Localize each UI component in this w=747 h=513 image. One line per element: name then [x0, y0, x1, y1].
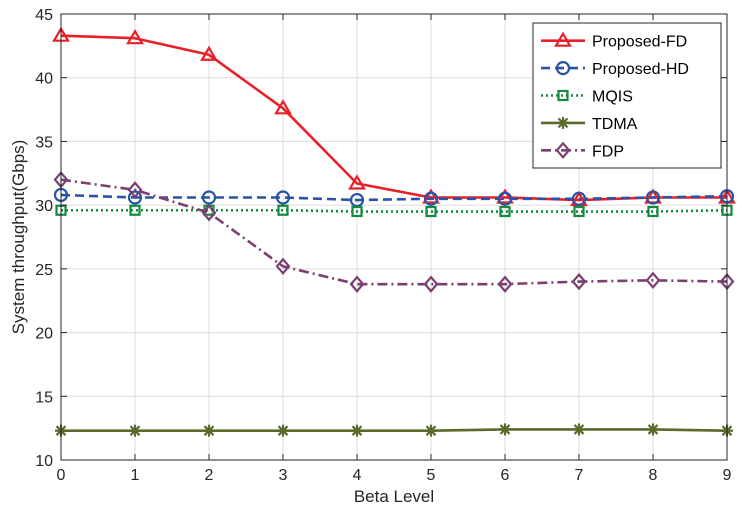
y-tick-label: 25 — [35, 262, 53, 279]
x-tick-label: 2 — [205, 467, 214, 484]
point-tdma — [351, 424, 363, 437]
x-tick-label: 4 — [353, 467, 362, 484]
point-fdp — [423, 275, 439, 293]
y-tick-label: 30 — [35, 198, 53, 215]
point-mqis — [425, 205, 437, 218]
series-line-tdma — [61, 428, 728, 432]
y-axis-ticks: 10 15 20 25 30 35 40 45 — [35, 7, 727, 470]
x-tick-label: 3 — [279, 467, 288, 484]
series-line-proposed-fd — [60, 34, 727, 202]
point-proposed-fd — [126, 29, 144, 45]
x-tick-label: 1 — [131, 467, 140, 484]
point-mqis — [499, 205, 511, 218]
point-mqis — [647, 205, 659, 218]
point-fdp — [201, 204, 217, 222]
point-mqis — [351, 205, 363, 218]
x-tick-label: 0 — [57, 467, 66, 484]
legend-label-mqis: MQIS — [592, 89, 633, 106]
point-mqis — [277, 204, 289, 216]
legend-label-tdma: TDMA — [592, 116, 638, 133]
x-axis-label: Beta Level — [354, 487, 434, 506]
x-tick-label: 7 — [575, 467, 584, 484]
legend-label-proposed-hd: Proposed-HD — [592, 61, 689, 78]
legend-marker-mqis — [557, 89, 569, 102]
point-proposed-fd — [200, 45, 218, 61]
point-proposed-hd — [645, 190, 661, 205]
y-tick-label: 20 — [35, 326, 53, 343]
point-tdma — [203, 424, 215, 437]
point-fdp — [645, 271, 661, 290]
y-tick-label: 40 — [35, 71, 53, 88]
y-tick-label: 35 — [35, 134, 53, 151]
point-mqis — [573, 205, 585, 218]
legend-label-fdp: FDP — [592, 143, 624, 160]
legend-marker-proposed-fd — [554, 31, 572, 47]
y-tick-label: 15 — [35, 389, 53, 406]
point-proposed-hd — [201, 190, 217, 205]
point-fdp — [275, 257, 291, 275]
legend-marker-tdma — [557, 116, 569, 129]
x-tick-label: 5 — [427, 467, 436, 484]
point-proposed-hd — [127, 190, 143, 205]
legend-marker-proposed-hd — [555, 60, 571, 76]
point-tdma — [647, 423, 659, 436]
point-tdma — [425, 424, 437, 437]
x-axis-ticks: 0 1 2 3 4 5 6 7 8 9 — [57, 14, 732, 484]
point-fdp — [571, 272, 587, 291]
point-fdp — [349, 275, 365, 293]
x-tick-label: 8 — [649, 467, 658, 484]
series-line-mqis — [61, 208, 728, 213]
point-proposed-hd — [497, 191, 513, 206]
x-tick-label: 9 — [723, 467, 732, 484]
legend-marker-fdp — [555, 141, 571, 159]
series-lines — [60, 34, 728, 432]
point-proposed-fd — [348, 174, 366, 190]
y-tick-label: 10 — [35, 453, 53, 470]
y-axis-label: System throughput(Gbps) — [9, 140, 28, 335]
point-fdp — [127, 181, 143, 199]
point-proposed-fd — [496, 188, 514, 204]
point-fdp — [497, 275, 513, 293]
point-proposed-hd — [571, 191, 587, 206]
point-proposed-fd — [422, 188, 440, 204]
point-tdma — [277, 424, 289, 437]
point-mqis — [129, 204, 141, 216]
point-proposed-hd — [423, 191, 439, 206]
plot-frame — [60, 13, 728, 461]
y-tick-label: 45 — [35, 7, 53, 24]
point-tdma — [573, 423, 585, 436]
point-tdma — [499, 423, 511, 436]
legend: Proposed-FD Proposed-HD MQIS TDMA FDP — [532, 22, 722, 169]
point-tdma — [129, 424, 141, 437]
point-proposed-hd — [275, 190, 291, 205]
legend-label-proposed-fd: Proposed-FD — [592, 34, 687, 51]
point-proposed-fd — [274, 99, 292, 115]
x-tick-label: 6 — [501, 467, 510, 484]
